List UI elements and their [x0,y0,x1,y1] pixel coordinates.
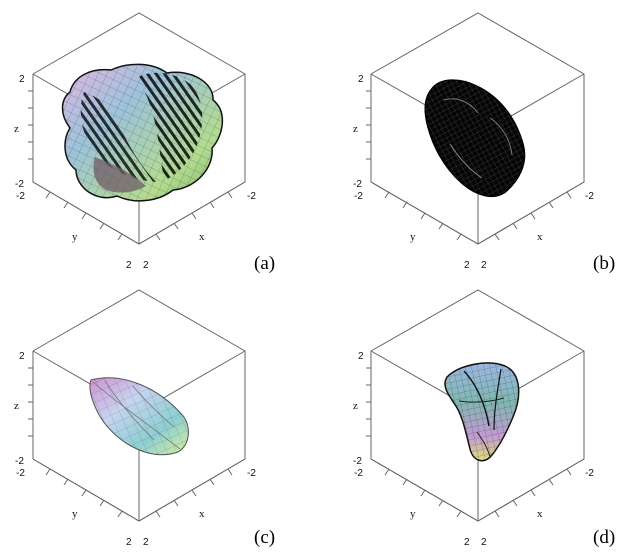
caption-b: (b) [593,253,616,274]
ticks-a [28,90,233,241]
x-axis-label-b: x [537,231,543,243]
z-tick-top-a: 2 [19,74,25,85]
x-tick-bottom-c: 2 [143,537,149,548]
x-axis-label-c: x [199,508,205,520]
y-tick-top-b: -2 [354,191,363,202]
caption-a: (a) [254,253,276,274]
y-tick-top-c: -2 [16,468,25,479]
z-axis-label-d: z [353,400,358,412]
x-tick-bottom-d: 2 [481,537,487,548]
panel-c-plot: 2 z -2 -2 -2 y x 2 2 [14,289,256,548]
y-axis-label-d: y [410,508,416,520]
z-tick-top-d: 2 [358,351,364,362]
z-tick-bottom-d: -2 [353,456,362,467]
panel-d-plot: 2 z -2 -2 -2 y x 2 2 [353,289,594,548]
caption-c: (c) [254,527,276,548]
x-tick-right-c: -2 [247,468,256,479]
surface-b [424,79,526,198]
z-axis-label-c: z [14,400,19,412]
ticks-d [366,367,572,518]
panel-a: 2 z -2 -2 -2 y x 2 2 (a) [0,0,300,277]
y-tick-top-a: -2 [16,191,25,202]
z-tick-bottom-b: -2 [353,179,362,190]
y-tick-top-d: -2 [354,468,363,479]
ticks-b [366,90,572,241]
x-tick-right-d: -2 [585,468,594,479]
panel-d: 2 z -2 -2 -2 y x 2 2 (d) [311,277,615,554]
x-tick-right-b: -2 [585,191,594,202]
panel-b-plot: 2 z -2 -2 -2 y x 2 2 [353,12,594,271]
z-axis-label-b: z [353,123,358,135]
y-axis-label-c: y [72,508,78,520]
surface-d [444,362,520,462]
x-tick-bottom-b: 2 [481,260,487,271]
x-axis-label-d: x [537,508,543,520]
panel-b: 2 z -2 -2 -2 y x 2 2 (b) [311,0,615,277]
ticks-c [28,367,233,518]
y-tick-bottom-c: 2 [126,537,132,548]
z-tick-top-c: 2 [19,351,25,362]
z-tick-bottom-a: -2 [15,179,24,190]
y-axis-label-b: y [410,231,416,243]
surface-a [61,63,223,202]
x-tick-right-a: -2 [247,191,256,202]
x-axis-label-a: x [199,231,205,243]
y-tick-bottom-d: 2 [464,537,470,548]
x-tick-bottom-a: 2 [143,260,149,271]
y-tick-bottom-b: 2 [464,260,470,271]
caption-d: (d) [593,527,616,548]
z-tick-bottom-c: -2 [15,456,24,467]
panel-c: 2 z -2 -2 -2 y x 2 2 (c) [0,277,300,554]
y-tick-bottom-a: 2 [126,260,132,271]
surface-c [89,377,189,456]
z-tick-top-b: 2 [358,74,364,85]
z-axis-label-a: z [14,123,19,135]
y-axis-label-a: y [72,231,78,243]
panel-a-plot: 2 z -2 -2 -2 y x 2 2 [14,12,256,271]
